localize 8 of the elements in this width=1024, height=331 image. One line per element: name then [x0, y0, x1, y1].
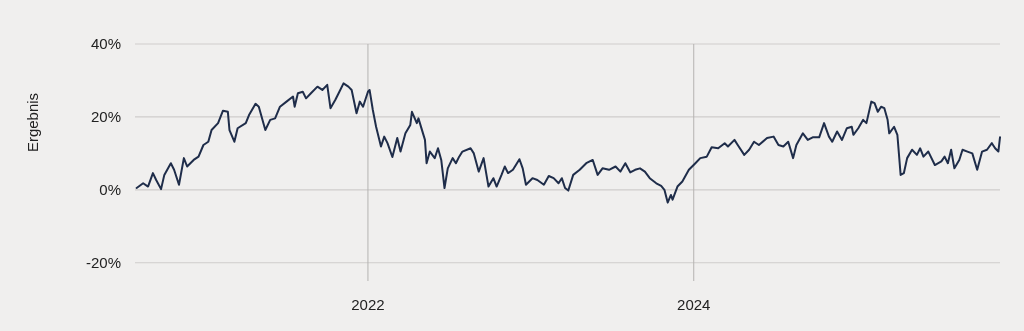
y-tick-label: 40% — [90, 35, 121, 53]
y-tick-label: 0% — [99, 181, 121, 199]
y-tick-label: 20% — [90, 108, 121, 126]
y-axis-title: Ergebnis — [24, 92, 41, 153]
line-series — [135, 82, 1001, 204]
y-tick-label: -20% — [85, 254, 121, 272]
x-tick-label: 2022 — [351, 296, 385, 314]
x-tick-label: 2024 — [677, 296, 711, 314]
